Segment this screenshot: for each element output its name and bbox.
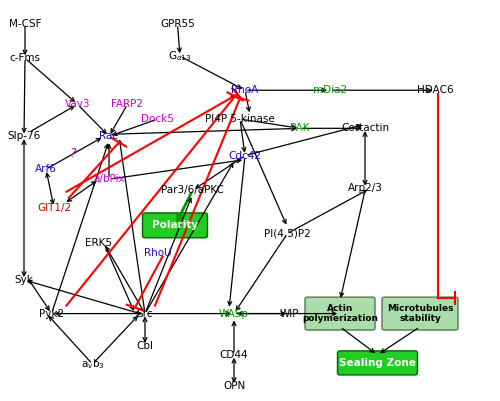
FancyBboxPatch shape [338,351,417,375]
Text: Vav3: Vav3 [65,99,90,109]
Text: Microtubules
stability: Microtubules stability [387,304,453,323]
Text: Cortactin: Cortactin [341,124,389,133]
Text: Arp2/3: Arp2/3 [348,184,382,193]
Text: Par3/6/aPKC: Par3/6/aPKC [161,186,224,195]
Text: mDia2: mDia2 [313,85,347,95]
Text: Cbl: Cbl [136,341,154,350]
Text: GPR55: GPR55 [160,19,195,29]
Text: c-Fms: c-Fms [10,53,40,63]
Text: PI4P 5-kinase: PI4P 5-kinase [205,114,275,124]
Text: Rac: Rac [100,132,118,141]
Text: Syk: Syk [14,275,34,285]
Text: HDAC6: HDAC6 [416,85,454,95]
Text: Slp-76: Slp-76 [8,132,40,141]
Text: Pyk2: Pyk2 [39,309,64,318]
Text: CD44: CD44 [220,350,248,360]
Text: PAK: PAK [290,124,310,133]
Text: GIT1/2: GIT1/2 [37,203,71,213]
Text: Actin
polymerization: Actin polymerization [302,304,378,323]
Text: FARP2: FARP2 [112,99,144,109]
Text: ?: ? [69,147,76,160]
Text: Arf6: Arf6 [35,164,57,174]
Text: PI(4,5)P2: PI(4,5)P2 [264,229,311,238]
FancyBboxPatch shape [142,213,208,238]
Text: Sealing Zone: Sealing Zone [339,358,416,368]
FancyBboxPatch shape [382,297,458,330]
Text: WASp: WASp [219,309,249,318]
Text: Cdc42: Cdc42 [228,151,262,160]
FancyBboxPatch shape [305,297,375,330]
Text: Src: Src [137,309,153,318]
Text: a/bPix: a/bPix [93,174,125,184]
Text: Dock5: Dock5 [141,114,174,124]
Text: a$_v$b$_3$: a$_v$b$_3$ [80,357,104,371]
Text: ERK5: ERK5 [86,239,112,248]
Text: G$_{\alpha 13}$: G$_{\alpha 13}$ [168,49,192,63]
Text: Polarity: Polarity [152,221,198,230]
Text: M-CSF: M-CSF [9,19,41,29]
Text: RhoU: RhoU [144,248,172,257]
Text: RhoA: RhoA [232,85,258,95]
Text: OPN: OPN [223,381,245,391]
Text: WIP: WIP [279,309,299,318]
